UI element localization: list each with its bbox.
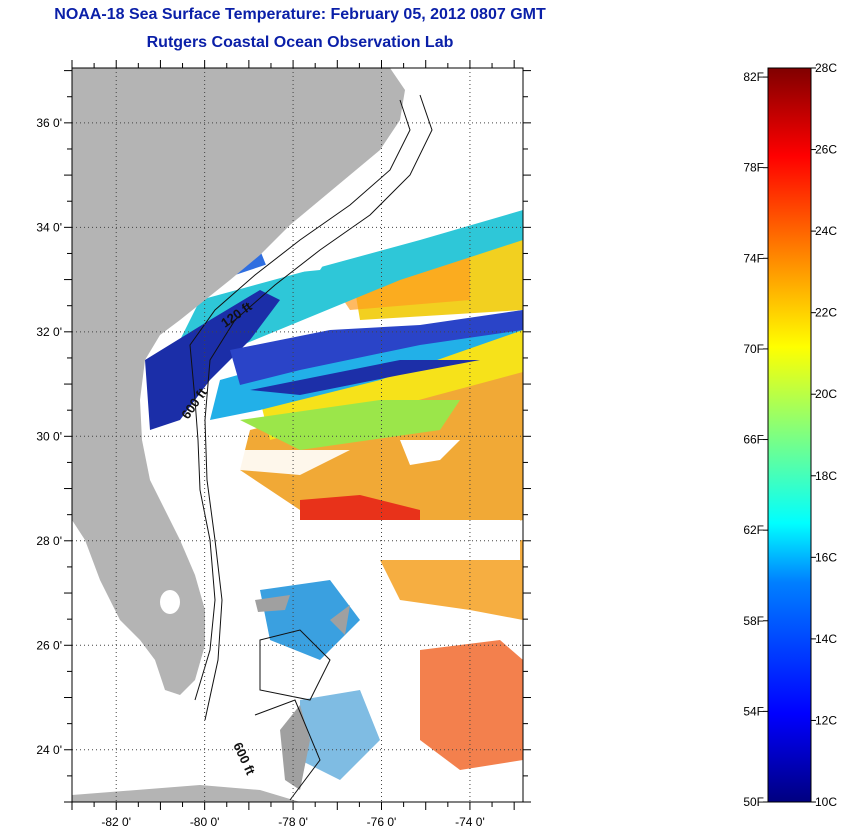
colorbar-celsius-label: 14C xyxy=(815,632,837,646)
colorbar-fahrenheit-label: 78F xyxy=(743,161,764,175)
cold-shelf-water xyxy=(145,290,280,430)
lat-tick-label: 28 0' xyxy=(36,534,62,548)
colorbar-fahrenheit-label: 70F xyxy=(743,342,764,356)
bathymetry-contour xyxy=(189,99,411,701)
colorbar-celsius-label: 20C xyxy=(815,387,837,401)
colorbar-celsius-label: 18C xyxy=(815,469,837,483)
map-frame xyxy=(71,67,524,803)
map-subtitle: Rutgers Coastal Ocean Observation Lab xyxy=(146,34,454,51)
lon-tick-label: -82 0' xyxy=(101,815,131,829)
colorbar-fahrenheit-label: 66F xyxy=(743,433,764,447)
lon-tick-label: -78 0' xyxy=(278,815,308,829)
colorbar-fahrenheit-label: 58F xyxy=(743,614,764,628)
lat-tick-label: 24 0' xyxy=(36,743,62,757)
cloud-cover xyxy=(400,440,460,465)
colorbar-fahrenheit-label: 50F xyxy=(743,795,764,809)
colorbar-fahrenheit-label: 62F xyxy=(743,523,764,537)
colorbar-celsius-label: 22C xyxy=(815,306,837,320)
sst-field: 120 ft 600 ft 600 ft xyxy=(72,68,523,802)
map-axes: -82 0' -80 0' -78 0' -76 0' -74 0' 36 0' 34 0'… xyxy=(36,60,531,829)
lon-tick-label: -76 0' xyxy=(367,815,397,829)
lat-tick-label: 36 0' xyxy=(36,116,62,130)
colorbar-celsius-label: 16C xyxy=(815,550,837,564)
colorbar-ticks: 28C 26C 24C 22C 20C 18C 16C 14C 12C 10C 82F 78F 74F 7… xyxy=(743,61,837,809)
colorbar-celsius-label: 26C xyxy=(815,143,837,157)
land-mass xyxy=(72,68,405,695)
map-title: NOAA-18 Sea Surface Temperature: Februar… xyxy=(54,6,546,23)
lat-tick-label: 32 0' xyxy=(36,325,62,339)
lon-tick-label: -74 0' xyxy=(455,815,485,829)
colorbar-celsius-label: 24C xyxy=(815,224,837,238)
colorbar-fahrenheit-label: 82F xyxy=(743,70,764,84)
lat-tick-label: 26 0' xyxy=(36,638,62,652)
lon-tick-label: -80 0' xyxy=(190,815,220,829)
colorbar-fahrenheit-label: 54F xyxy=(743,704,764,718)
colorbar-celsius-label: 12C xyxy=(815,713,837,727)
colorbar-fahrenheit-label: 74F xyxy=(743,251,764,265)
lat-tick-label: 34 0' xyxy=(36,220,62,234)
colorbar xyxy=(767,67,812,803)
lat-tick-label: 30 0' xyxy=(36,429,62,443)
colorbar-celsius-label: 10C xyxy=(815,795,837,809)
colorbar-celsius-label: 28C xyxy=(815,61,837,75)
